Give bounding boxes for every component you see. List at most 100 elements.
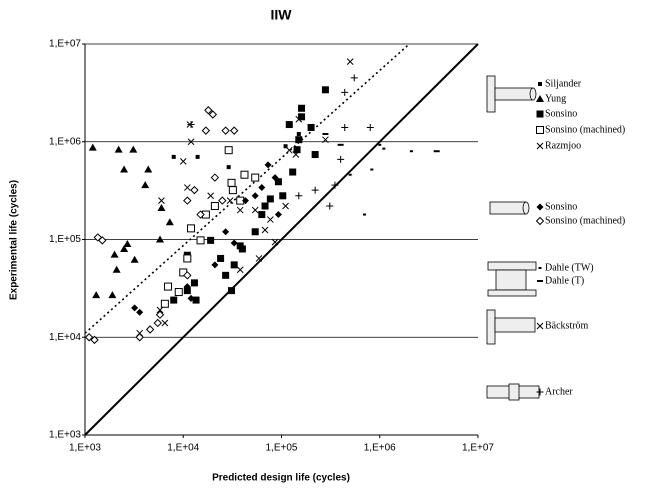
point (208, 110, 218, 119)
legend-label: Sonsino (545, 201, 577, 212)
point (144, 165, 153, 173)
point (230, 239, 238, 247)
point (271, 238, 279, 246)
legend-symbol (536, 388, 544, 396)
point (363, 213, 367, 216)
point (201, 126, 211, 135)
x-tick-label: 1,E+06 (364, 443, 396, 454)
point (196, 236, 205, 245)
point (224, 146, 233, 155)
point (227, 178, 236, 187)
point (204, 106, 213, 115)
point (160, 299, 169, 308)
x-axis-label: Predicted design life (cycles) (212, 473, 350, 484)
point (135, 333, 144, 342)
point (296, 132, 301, 137)
point (311, 186, 319, 194)
x-tick-label: 1,E+04 (167, 443, 199, 454)
legend-symbol (536, 95, 544, 102)
point (226, 197, 234, 204)
point (366, 123, 374, 131)
reference-line (84, 43, 479, 436)
y-tick-label: 1,E+04 (49, 332, 81, 343)
y-axis-label: Experimental life (cycles) (9, 180, 20, 300)
x-tick-label: 1,E+05 (266, 443, 298, 454)
point (283, 144, 288, 149)
icon-joint (508, 383, 520, 401)
point (238, 245, 246, 253)
point (307, 123, 315, 131)
point (279, 192, 287, 200)
legend-label: Archer (545, 386, 573, 397)
point (295, 136, 303, 144)
legend-label: Razmjoo (545, 140, 581, 151)
point (322, 136, 329, 144)
point (226, 165, 231, 170)
point (195, 154, 200, 159)
point (187, 138, 195, 146)
point (120, 244, 129, 252)
point (183, 271, 192, 280)
point (348, 173, 352, 176)
point (337, 143, 344, 146)
x-tick-label: 1,E+07 (462, 443, 494, 454)
point (258, 184, 266, 192)
point (236, 266, 244, 274)
point (274, 178, 282, 186)
point (221, 126, 230, 135)
x-tick-label: 1,E+03 (69, 443, 101, 454)
point (207, 192, 214, 200)
point (258, 211, 266, 219)
point (131, 304, 139, 312)
point (331, 181, 339, 189)
point (236, 206, 244, 214)
point (228, 287, 236, 295)
point (240, 170, 249, 179)
point (292, 151, 300, 158)
point (311, 151, 319, 159)
point (136, 308, 144, 316)
point (210, 202, 219, 211)
legend-label: Siljander (545, 78, 582, 89)
point (264, 161, 272, 169)
point (187, 224, 196, 233)
point (222, 228, 230, 236)
point (274, 211, 282, 219)
icon-tube (489, 201, 527, 215)
point (156, 306, 164, 314)
point (179, 158, 187, 165)
icon-tube (494, 87, 534, 101)
point (255, 255, 263, 262)
icon-web (495, 269, 527, 291)
point (229, 126, 239, 135)
point (346, 58, 354, 65)
point (190, 185, 199, 195)
point (156, 235, 165, 243)
point (114, 145, 123, 153)
point (218, 196, 227, 205)
point (170, 296, 178, 304)
point (165, 218, 174, 226)
point (164, 282, 173, 291)
point (228, 186, 237, 195)
point (285, 121, 293, 129)
y-tick-label: 1,E+06 (49, 136, 81, 147)
y-tick-label: 1,E+07 (49, 39, 81, 50)
point (108, 291, 117, 299)
legend-label: Bäckström (545, 320, 589, 331)
point (350, 74, 358, 82)
legend-label: Sonsino (545, 108, 577, 119)
point (155, 310, 165, 319)
point (207, 236, 215, 244)
point (337, 155, 345, 163)
point (282, 202, 289, 210)
point (382, 147, 386, 150)
point (289, 168, 297, 176)
legend-label: Sonsino (machined) (545, 124, 625, 135)
point (120, 165, 129, 173)
icon-flange (487, 289, 537, 297)
point (130, 255, 139, 263)
icon-box (494, 317, 536, 333)
legend-symbol (538, 267, 542, 269)
point (183, 196, 192, 205)
